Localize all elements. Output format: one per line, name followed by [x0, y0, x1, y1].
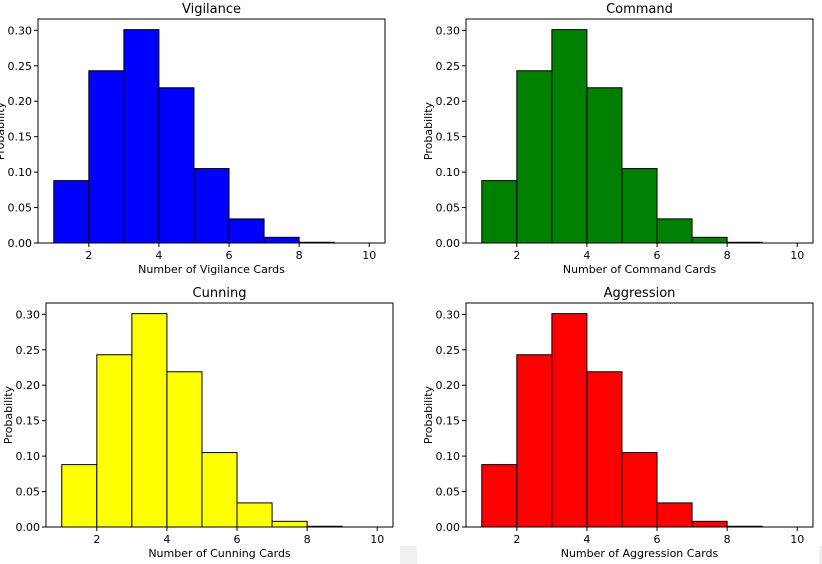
x-tick-label: 10	[790, 249, 804, 262]
histogram-bar	[271, 520, 308, 528]
x-tick-label: 10	[362, 249, 376, 262]
axes-frame	[45, 302, 394, 528]
x-tick-label: 4	[583, 533, 590, 546]
y-tick-label: 0.10	[8, 166, 33, 179]
histogram-bar	[586, 87, 623, 244]
histogram-bar	[621, 452, 658, 528]
histogram-bar	[53, 180, 90, 244]
y-tick-label: 0.10	[436, 450, 461, 463]
x-tick-label: 10	[370, 533, 384, 546]
subplot-title: Vigilance	[182, 2, 241, 17]
histogram-bar	[691, 236, 728, 244]
y-tick-label: 0.25	[436, 344, 461, 357]
subplot-title: Command	[606, 2, 673, 17]
y-tick-label: 0.30	[16, 308, 41, 321]
y-axis-label: Probability	[0, 101, 7, 160]
axes-frame	[465, 18, 814, 244]
histogram-bar	[123, 29, 160, 244]
y-tick-label: 0.15	[8, 131, 33, 144]
x-tick-label: 4	[155, 249, 162, 262]
x-tick-label: 10	[790, 533, 804, 546]
y-tick-label: 0.30	[436, 308, 461, 321]
subplot-vigilance: 2 4 6 8 10 0.00 0.05 0.10 0.15 0.20 0.25 0.30 Vigila…	[0, 2, 386, 276]
axes-frame	[37, 18, 386, 244]
x-tick-label: 2	[513, 533, 520, 546]
histogram-bar	[551, 29, 588, 244]
edge-sliver	[819, 546, 822, 564]
x-tick-label: 6	[654, 249, 661, 262]
histogram-bar	[656, 218, 693, 244]
x-tick-label: 4	[163, 533, 170, 546]
histogram-bar	[228, 218, 265, 244]
histogram-bar	[691, 520, 728, 528]
x-tick-label: 4	[583, 249, 590, 262]
x-axis-label: Number of Aggression Cards	[561, 547, 719, 560]
histogram-bar	[131, 313, 168, 528]
y-tick-label: 0.05	[436, 202, 461, 215]
histogram-bar	[551, 313, 588, 528]
y-tick-label: 0.30	[436, 24, 461, 37]
y-tick-label: 0.10	[16, 450, 41, 463]
x-tick-label: 6	[226, 249, 233, 262]
y-tick-label: 0.25	[436, 60, 461, 73]
x-axis-label: Number of Vigilance Cards	[138, 263, 285, 276]
y-tick-label: 0.20	[8, 95, 33, 108]
y-tick-label: 0.00	[16, 521, 41, 534]
axes-frame	[465, 302, 814, 528]
y-tick-label: 0.15	[436, 415, 461, 428]
subplot-command: 2 4 6 8 10 0.00 0.05 0.10 0.15 0.20 0.25 0.30 Comman…	[422, 2, 814, 276]
subplot-aggression: 2 4 6 8 10 0.00 0.05 0.10 0.15 0.20 0.25 0.30 Aggres…	[422, 286, 814, 560]
histogram-bar	[586, 371, 623, 528]
histogram-bar	[96, 354, 133, 528]
x-tick-label: 2	[513, 249, 520, 262]
y-tick-label: 0.20	[16, 379, 41, 392]
histogram-bar	[61, 464, 98, 528]
x-tick-label: 6	[234, 533, 241, 546]
histogram-bar	[193, 168, 230, 244]
histogram-bar	[263, 236, 300, 244]
y-tick-label: 0.20	[436, 95, 461, 108]
x-tick-label: 8	[724, 533, 731, 546]
histogram-bar	[88, 70, 125, 244]
y-tick-label: 0.00	[436, 521, 461, 534]
y-tick-label: 0.15	[16, 415, 41, 428]
y-axis-label: Probability	[422, 385, 435, 444]
x-tick-label: 8	[296, 249, 303, 262]
y-tick-label: 0.30	[8, 24, 33, 37]
x-tick-label: 6	[654, 533, 661, 546]
x-tick-label: 2	[93, 533, 100, 546]
histogram-bar	[656, 502, 693, 528]
y-tick-label: 0.00	[436, 237, 461, 250]
y-axis-label: Probability	[2, 385, 15, 444]
y-tick-label: 0.10	[436, 166, 461, 179]
histogram-bar	[481, 180, 518, 244]
histogram-bar	[158, 87, 195, 244]
histogram-bar	[621, 168, 658, 244]
histogram-bar	[166, 371, 203, 528]
x-tick-label: 2	[85, 249, 92, 262]
subplot-title: Aggression	[604, 286, 676, 301]
y-tick-label: 0.25	[8, 60, 33, 73]
y-tick-label: 0.00	[8, 237, 33, 250]
y-tick-label: 0.05	[8, 202, 33, 215]
subplot-cunning: 2 4 6 8 10 0.00 0.05 0.10 0.15 0.20 0.25 0.30 Cunnin…	[2, 286, 394, 560]
x-axis-label: Number of Cunning Cards	[148, 547, 291, 560]
x-tick-label: 8	[304, 533, 311, 546]
histogram-bar	[516, 70, 553, 244]
histogram-bar	[516, 354, 553, 528]
y-axis-label: Probability	[422, 101, 435, 160]
y-tick-label: 0.05	[436, 486, 461, 499]
y-tick-label: 0.15	[436, 131, 461, 144]
x-tick-label: 8	[724, 249, 731, 262]
y-tick-label: 0.05	[16, 486, 41, 499]
histogram-bar	[481, 464, 518, 528]
y-tick-label: 0.20	[436, 379, 461, 392]
histogram-bar	[236, 502, 273, 528]
histogram-bar	[201, 452, 238, 528]
subplot-title: Cunning	[193, 286, 247, 301]
y-tick-label: 0.25	[16, 344, 41, 357]
x-axis-label: Number of Command Cards	[563, 263, 717, 276]
blank-tile	[400, 546, 417, 564]
